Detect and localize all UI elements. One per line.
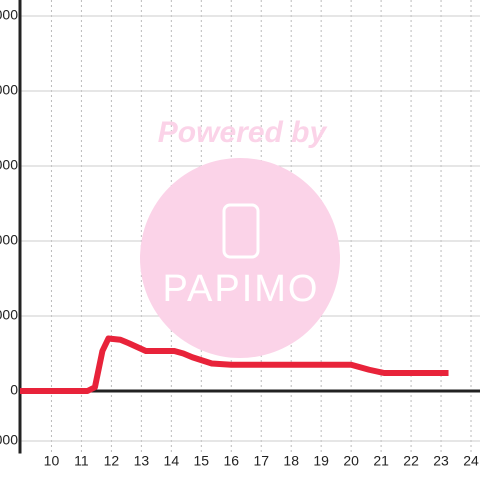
x-tick-label: 19	[313, 453, 329, 469]
x-tick-label: 21	[373, 453, 389, 469]
y-tick-label: 150,000	[0, 7, 18, 23]
y-tick-label: 90,000	[0, 157, 18, 173]
x-tick-label: 12	[104, 453, 120, 469]
watermark-icon	[222, 203, 260, 259]
watermark-logo: PAPIMO	[163, 268, 320, 310]
y-tick-label: 30,000	[0, 307, 18, 323]
x-tick-label: 13	[134, 453, 150, 469]
x-tick-label: 17	[253, 453, 269, 469]
x-tick-label: 14	[164, 453, 180, 469]
x-tick-label: 20	[343, 453, 359, 469]
x-tick-label: 16	[223, 453, 239, 469]
y-tick-label: 60,000	[0, 232, 18, 248]
x-tick-label: 24	[463, 453, 479, 469]
y-tick-label: 120,000	[0, 82, 18, 98]
x-tick-label: 15	[194, 453, 210, 469]
watermark-text: Powered by	[158, 116, 328, 149]
x-tick-label: 10	[44, 453, 60, 469]
y-tick-label: -20,000	[0, 432, 18, 448]
series-line	[20, 335, 449, 394]
x-tick-label: 22	[403, 453, 419, 469]
y-tick-label: 0	[10, 382, 18, 398]
x-tick-label: 11	[74, 453, 89, 469]
watermark: Powered by PAPIMO	[140, 116, 340, 358]
x-tick-label: 23	[433, 453, 449, 469]
x-tick-label: 18	[283, 453, 299, 469]
